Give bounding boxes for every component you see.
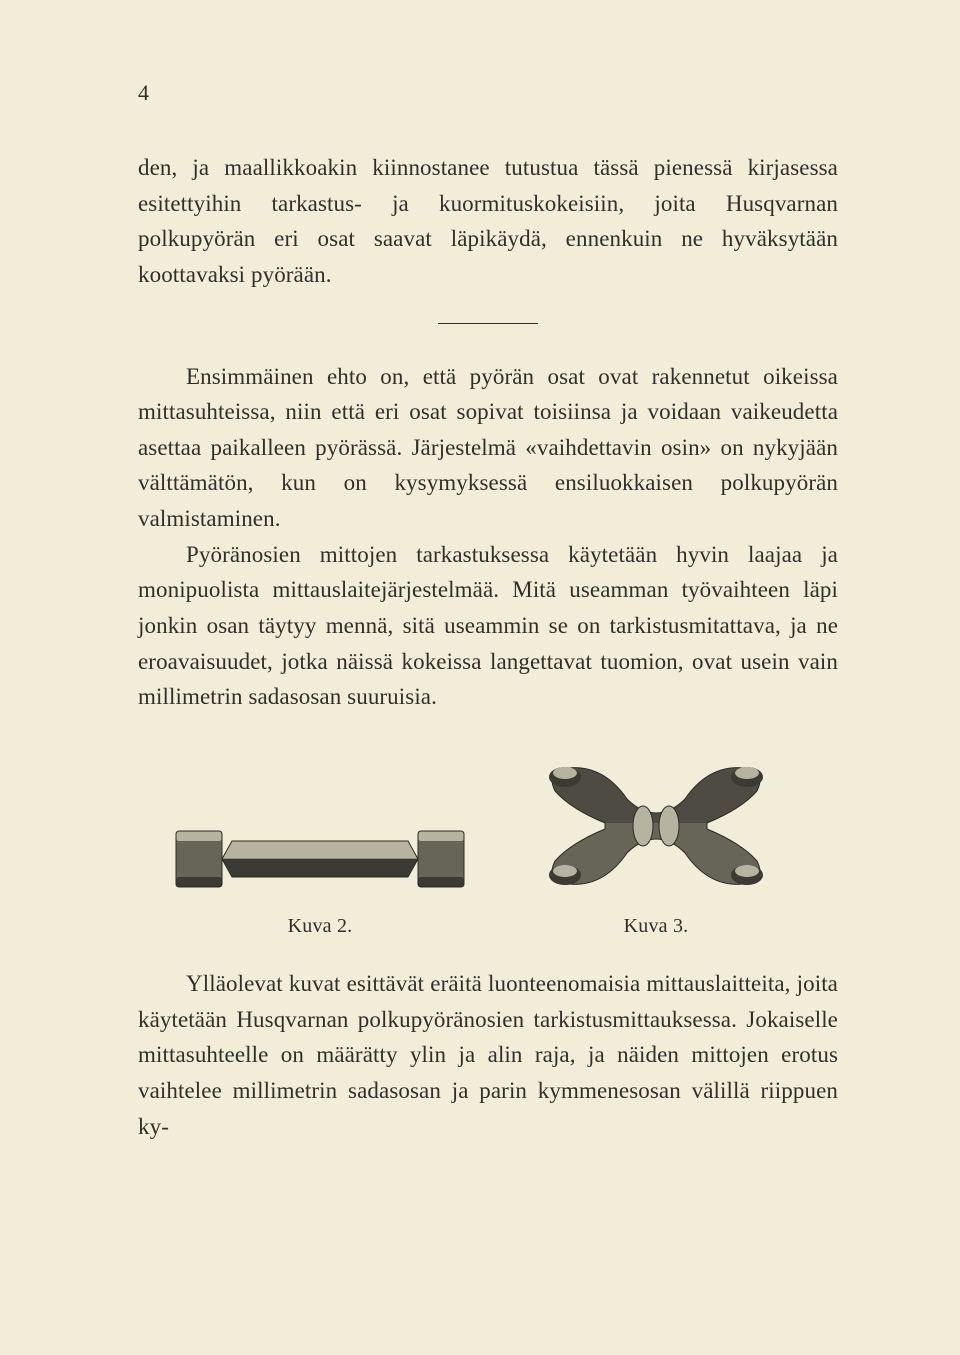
figure-right-caption: Kuva 3. bbox=[488, 915, 824, 938]
paragraph-3: Pyöränosien mittojen tarkastuksessa käyt… bbox=[138, 537, 838, 715]
section-rule bbox=[138, 311, 838, 329]
snap-gauge-icon bbox=[531, 751, 781, 901]
page-number: 4 bbox=[138, 80, 838, 106]
paragraph-4: Ylläolevat kuvat esittävät eräitä luonte… bbox=[138, 966, 838, 1144]
figure-left: Kuva 2. bbox=[152, 817, 488, 938]
figure-right: Kuva 3. bbox=[488, 751, 824, 938]
page: 4 den, ja maallikkoakin kiinnostanee tut… bbox=[0, 0, 960, 1355]
paragraph-2: Ensimmäinen ehto on, että pyörän osat ov… bbox=[138, 359, 838, 537]
figure-left-caption: Kuva 2. bbox=[152, 915, 488, 938]
plug-gauge-icon bbox=[170, 817, 470, 901]
figures-row: Kuva 2. bbox=[152, 751, 824, 938]
paragraph-1: den, ja maallikkoakin kiinnostanee tutus… bbox=[138, 150, 838, 293]
